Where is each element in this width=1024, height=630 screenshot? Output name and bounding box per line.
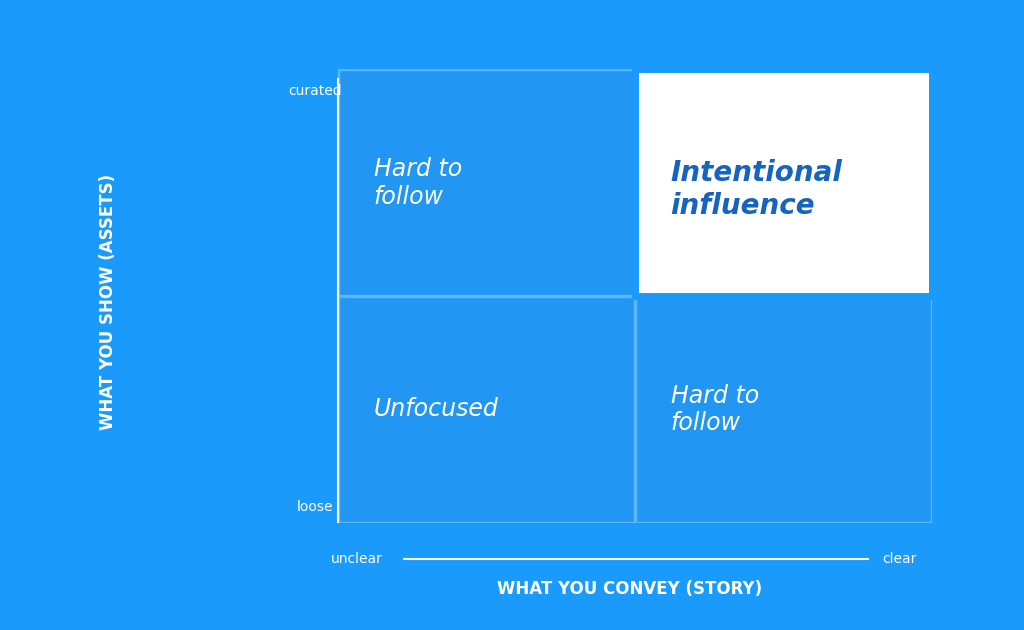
Text: Hard to
follow: Hard to follow — [374, 157, 462, 209]
Text: Intentional
influence: Intentional influence — [671, 159, 843, 220]
Text: clear: clear — [882, 553, 916, 566]
Text: WHAT YOU CONVEY (STORY): WHAT YOU CONVEY (STORY) — [498, 580, 762, 598]
Text: WHAT YOU SHOW (ASSETS): WHAT YOU SHOW (ASSETS) — [98, 175, 117, 430]
Bar — [635, 69, 932, 296]
Text: curated: curated — [289, 84, 342, 98]
Text: Unfocused: Unfocused — [374, 398, 499, 421]
Text: loose: loose — [297, 500, 334, 514]
Text: unclear: unclear — [331, 553, 382, 566]
Text: Hard to
follow: Hard to follow — [671, 384, 759, 435]
